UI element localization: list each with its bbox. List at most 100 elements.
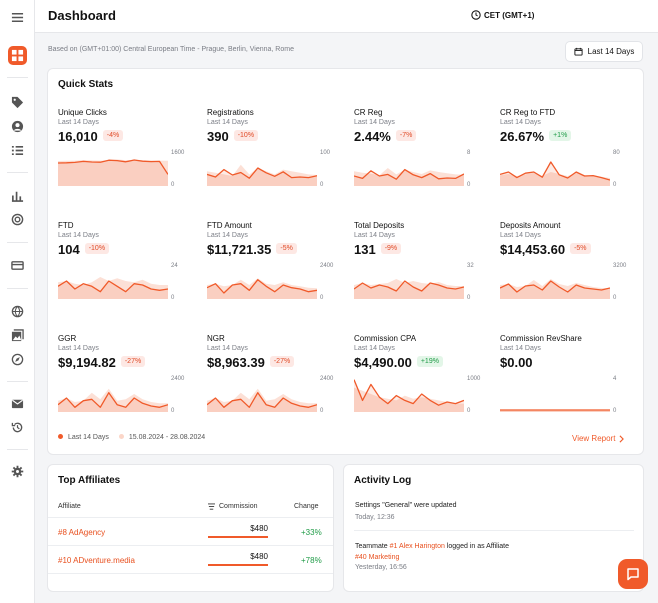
commission-bar (208, 536, 268, 538)
teammate-link[interactable]: #1 Alex Harington (389, 543, 445, 550)
y-axis-min: 0 (613, 408, 617, 414)
sparkline-chart (207, 388, 317, 412)
gallery-icon[interactable] (8, 326, 27, 345)
stat-tile: CR Reg Last 14 Days 2.44% -7% 8 0 (354, 108, 489, 208)
activity-log-title: Activity Log (354, 475, 412, 486)
stat-name: NGR (207, 334, 225, 343)
sparkline-chart (354, 279, 464, 299)
y-axis-min: 0 (613, 182, 617, 188)
y-axis-min: 0 (320, 182, 324, 188)
calendar-icon (574, 47, 583, 56)
globe-icon[interactable] (8, 302, 27, 321)
current-period-line (207, 279, 317, 294)
stat-period: Last 14 Days (500, 232, 541, 239)
chevron-right-icon (619, 434, 625, 443)
stat-value: 26.67% +1% (500, 129, 572, 144)
stat-period: Last 14 Days (58, 345, 99, 352)
stat-period: Last 14 Days (500, 345, 541, 352)
menu-icon[interactable] (8, 8, 27, 27)
y-axis-min: 0 (467, 182, 471, 188)
bar-chart-icon[interactable] (8, 186, 27, 205)
commission-value: $480 (250, 524, 268, 533)
stat-name: Commission RevShare (500, 334, 582, 343)
current-period-area (354, 169, 464, 186)
current-period-line (500, 280, 610, 293)
activity-item-time: Today, 12:36 (355, 514, 395, 521)
activity-divider (354, 530, 634, 531)
legend-current: Last 14 Days (58, 434, 109, 441)
stat-tile: Deposits Amount Last 14 Days $14,453.60 -5%… (500, 221, 635, 321)
stat-period: Last 14 Days (58, 232, 99, 239)
previous-period-area (207, 278, 317, 299)
affiliate-link[interactable]: #10 ADventure.media (58, 556, 135, 565)
tag-icon[interactable] (8, 93, 27, 112)
dashboard-icon[interactable] (8, 46, 27, 65)
gear-icon[interactable] (8, 462, 27, 481)
y-axis-min: 0 (171, 182, 175, 188)
change-value: +78% (301, 556, 322, 565)
date-range-button[interactable]: Last 14 Days (565, 41, 643, 62)
y-axis-max: 2400 (171, 376, 185, 382)
col-affiliate[interactable]: Affiliate (58, 503, 81, 510)
current-period-line (354, 280, 464, 292)
stat-name: Total Deposits (354, 221, 405, 230)
target-icon[interactable] (8, 210, 27, 229)
top-affiliates-title: Top Affiliates (58, 475, 121, 486)
col-change[interactable]: Change (294, 503, 319, 510)
sparkline-chart (207, 164, 317, 186)
y-axis-max: 1600 (171, 150, 185, 156)
page-title: Dashboard (48, 8, 116, 23)
quick-stats-title: Quick Stats (58, 79, 114, 90)
stat-value: 16,010 -4% (58, 129, 124, 144)
col-commission[interactable]: Commission (208, 503, 258, 510)
legend-previous: 15.08.2024 - 28.08.2024 (118, 434, 205, 441)
change-badge: -27% (269, 356, 295, 368)
affiliate-link[interactable]: #8 AdAgency (58, 528, 106, 537)
current-period-line (207, 392, 317, 408)
chat-button[interactable] (618, 559, 648, 589)
previous-period-area (58, 388, 168, 412)
current-period-area (354, 281, 464, 299)
current-period-area (58, 392, 168, 412)
row-divider (48, 573, 333, 574)
mail-icon[interactable] (8, 394, 27, 413)
sparkline-chart (354, 379, 464, 412)
stat-period: Last 14 Days (58, 119, 99, 126)
user-icon[interactable] (8, 117, 27, 136)
stat-value: $9,194.82 -27% (58, 355, 146, 370)
stat-value: $4,490.00 +19% (354, 355, 443, 370)
sparkline-chart (354, 168, 464, 186)
sparkline-chart (58, 277, 168, 299)
sidebar-divider (7, 288, 28, 289)
previous-period-area (58, 277, 168, 299)
credit-card-icon[interactable] (8, 256, 27, 275)
y-axis-min: 0 (320, 408, 324, 414)
sparkline-chart (207, 278, 317, 299)
timezone-selector[interactable]: CET (GMT+1) (471, 10, 534, 20)
y-axis-max: 80 (613, 150, 620, 156)
stat-tile: FTD Amount Last 14 Days $11,721.35 -5% 2400 0 (207, 221, 342, 321)
sort-icon (208, 503, 215, 510)
history-icon[interactable] (8, 418, 27, 437)
affiliate-link[interactable]: #40 Marketing (355, 554, 400, 561)
sidebar-divider (7, 172, 28, 173)
sparkline-chart (58, 388, 168, 412)
current-period-area (58, 281, 168, 299)
view-report-label: View Report (572, 434, 616, 443)
stat-period: Last 14 Days (207, 345, 248, 352)
stat-value: $8,963.39 -27% (207, 355, 295, 370)
sparkline-chart (500, 279, 610, 299)
change-badge: -9% (380, 243, 402, 255)
current-period-area (207, 168, 317, 186)
current-period-line (58, 392, 168, 408)
stat-value: 104 -10% (58, 242, 110, 257)
stat-tile: NGR Last 14 Days $8,963.39 -27% 2400 0 (207, 334, 342, 434)
previous-period-area (354, 387, 464, 412)
current-period-line (207, 167, 317, 179)
change-badge: +1% (549, 130, 572, 142)
view-report-link[interactable]: View Report (572, 434, 625, 443)
row-divider (48, 545, 333, 546)
compass-icon[interactable] (8, 350, 27, 369)
y-axis-max: 8 (467, 150, 471, 156)
list-icon[interactable] (8, 141, 27, 160)
